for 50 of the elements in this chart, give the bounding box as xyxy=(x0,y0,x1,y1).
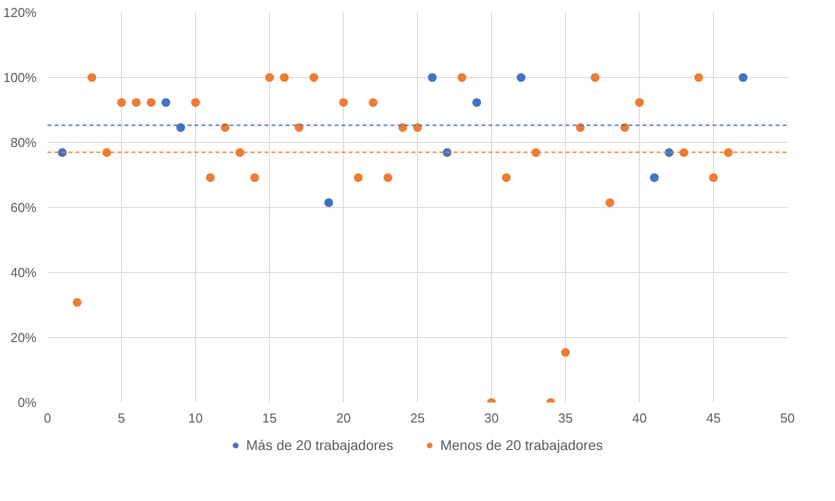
x-tick-label: 15 xyxy=(262,410,277,426)
y-tick-label: 60% xyxy=(10,200,37,215)
x-tick-label: 5 xyxy=(118,410,126,426)
point xyxy=(516,73,526,82)
point xyxy=(310,73,318,82)
point xyxy=(88,73,96,82)
point xyxy=(324,198,334,208)
point xyxy=(472,98,482,107)
point xyxy=(384,173,392,182)
x-tick-label: 50 xyxy=(780,410,795,426)
point xyxy=(368,98,378,107)
y-tick-label: 100% xyxy=(3,70,37,85)
y-tick-label: 120% xyxy=(3,5,37,20)
point xyxy=(162,98,170,107)
point xyxy=(694,73,704,82)
x-tick-label: 45 xyxy=(706,410,721,426)
x-tick-label: 20 xyxy=(336,410,351,426)
x-tick-label: 10 xyxy=(188,410,203,426)
point xyxy=(280,73,289,82)
point xyxy=(650,173,659,182)
legend-label: Menos de 20 trabajadores xyxy=(440,437,603,453)
y-tick-label: 0% xyxy=(18,395,37,410)
point xyxy=(458,73,466,82)
y-tick-label: 40% xyxy=(10,265,37,280)
point xyxy=(146,98,156,107)
point xyxy=(265,73,274,82)
point xyxy=(191,98,200,107)
point xyxy=(250,173,260,182)
point xyxy=(590,73,600,82)
x-tick-label: 25 xyxy=(410,410,425,426)
point xyxy=(132,98,141,107)
point xyxy=(354,173,363,182)
point xyxy=(206,173,215,182)
y-tick-label: 80% xyxy=(10,135,37,150)
point xyxy=(738,73,748,82)
x-tick-label: 35 xyxy=(558,410,573,426)
x-tick-label: 0 xyxy=(44,410,52,426)
point xyxy=(428,73,437,82)
y-tick-label: 20% xyxy=(10,330,37,345)
point xyxy=(339,98,348,107)
x-tick-label: 40 xyxy=(632,410,647,426)
legend-label: Más de 20 trabajadores xyxy=(246,437,394,453)
point xyxy=(502,173,511,182)
x-tick-label: 30 xyxy=(484,410,499,426)
point xyxy=(117,98,126,107)
point xyxy=(635,98,644,107)
point xyxy=(72,298,82,307)
point xyxy=(709,173,718,182)
point xyxy=(606,198,614,208)
point xyxy=(561,348,570,357)
